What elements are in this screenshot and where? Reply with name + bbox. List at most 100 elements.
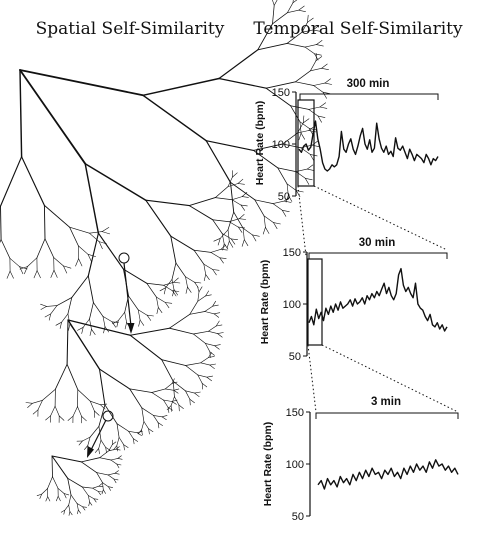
tree-branch bbox=[63, 509, 65, 515]
panel-3min: Heart Rate (bpm) 150 100 50 3 min bbox=[262, 396, 459, 523]
tree-branch bbox=[165, 383, 173, 390]
tree-branch bbox=[272, 203, 283, 211]
tree-branch bbox=[165, 302, 173, 304]
tree-branch bbox=[27, 402, 33, 408]
tree-branch bbox=[102, 316, 113, 323]
tree-branch bbox=[118, 437, 124, 446]
tree-branch bbox=[88, 495, 95, 500]
tree-branch bbox=[204, 311, 215, 315]
ytick-label: 150 bbox=[272, 87, 290, 99]
tree-branch bbox=[67, 319, 101, 370]
tree-branch bbox=[115, 448, 121, 451]
tree-branch bbox=[146, 282, 164, 286]
tree-branch bbox=[145, 199, 172, 237]
panel-300min: Heart Rate (bpm) 150 100 50 300 min bbox=[254, 78, 439, 203]
tree-branch bbox=[163, 399, 173, 402]
tree-branch bbox=[102, 482, 104, 491]
tree-branch bbox=[295, 81, 314, 86]
tree-branch bbox=[139, 319, 145, 326]
tree-branch bbox=[124, 311, 127, 323]
tree-branch bbox=[253, 143, 284, 151]
tree-branch bbox=[290, 105, 310, 110]
tree-branch bbox=[151, 392, 164, 401]
tree-branch bbox=[64, 504, 69, 511]
tree-branch bbox=[193, 330, 209, 335]
tree-branch bbox=[78, 258, 83, 267]
tree-branch bbox=[197, 374, 203, 384]
tree-branch bbox=[102, 482, 109, 488]
tree-branch bbox=[48, 313, 52, 321]
tree-branch bbox=[54, 363, 68, 390]
tree-branch bbox=[69, 511, 73, 516]
tree-branch bbox=[304, 44, 317, 48]
tree-branch bbox=[212, 304, 219, 307]
fractal-tree-small bbox=[36, 439, 123, 516]
tree-branch bbox=[98, 491, 101, 496]
tree-branch bbox=[296, 190, 301, 198]
tree-branch bbox=[81, 416, 87, 422]
tree-branch bbox=[57, 487, 65, 494]
tree-branch bbox=[66, 363, 79, 391]
tree-branch bbox=[98, 439, 102, 449]
zoom-connector-dotted bbox=[307, 344, 317, 413]
tree-branch bbox=[298, 9, 306, 12]
tree-branch bbox=[286, 31, 303, 44]
tree-branch bbox=[156, 296, 159, 308]
fractal-tree-large bbox=[0, 0, 333, 336]
tree-branch bbox=[93, 498, 99, 500]
tree-branch bbox=[101, 227, 110, 232]
tree-branch bbox=[272, 0, 275, 6]
tree-branch bbox=[46, 305, 58, 307]
tree-branch bbox=[273, 222, 278, 229]
tree-branch bbox=[189, 300, 199, 315]
tree-branch bbox=[108, 486, 111, 491]
tree-branch bbox=[240, 204, 245, 211]
tree-branch bbox=[90, 400, 101, 406]
fractal-tree-medium bbox=[25, 285, 224, 455]
tree-branch bbox=[128, 430, 138, 434]
tree-branch bbox=[98, 241, 103, 250]
tree-branch bbox=[50, 405, 56, 417]
tree-branch bbox=[214, 345, 220, 350]
tree-branch bbox=[313, 85, 324, 93]
tree-branch bbox=[205, 294, 212, 297]
tree-branch bbox=[185, 365, 199, 376]
tree-branch bbox=[95, 448, 99, 453]
tree-branch bbox=[153, 415, 159, 423]
tree-branch bbox=[265, 87, 291, 107]
zoom-arrow-2 bbox=[90, 419, 107, 451]
tree-branch bbox=[252, 234, 260, 237]
ytick-label: 50 bbox=[278, 191, 290, 203]
tree-branch bbox=[220, 229, 229, 239]
tree-branch bbox=[212, 269, 217, 276]
tree-branch bbox=[54, 405, 60, 417]
tree-branch bbox=[272, 4, 275, 25]
tree-branch bbox=[163, 287, 166, 295]
tree-branch bbox=[96, 472, 103, 483]
tree-branch bbox=[141, 407, 154, 416]
tree-branch bbox=[217, 238, 221, 246]
tree-branch bbox=[217, 333, 223, 338]
tree-branch bbox=[25, 402, 33, 404]
tree-branch bbox=[230, 181, 235, 213]
panel-30min: Heart Rate (bpm) 150 100 50 30 min bbox=[259, 237, 448, 363]
tree-branch bbox=[292, 0, 294, 4]
tree-branch bbox=[161, 359, 187, 366]
tree-branch bbox=[146, 282, 157, 298]
tree-branch bbox=[123, 444, 129, 448]
tree-branch bbox=[304, 46, 315, 55]
zoom-window-300min bbox=[297, 99, 315, 187]
tree-branch bbox=[45, 415, 51, 421]
tree-branch bbox=[212, 219, 230, 223]
tree-branch bbox=[124, 322, 127, 330]
tree-branch bbox=[253, 149, 279, 169]
tree-branch bbox=[227, 211, 235, 231]
tree-branch bbox=[324, 82, 333, 85]
tree-branch bbox=[233, 211, 244, 229]
tree-branch bbox=[188, 197, 216, 207]
tree-branch bbox=[189, 311, 206, 315]
tree-branch bbox=[324, 78, 331, 84]
tree-branch bbox=[231, 196, 243, 200]
tree-branch bbox=[309, 154, 315, 161]
tree-branch bbox=[203, 274, 206, 282]
